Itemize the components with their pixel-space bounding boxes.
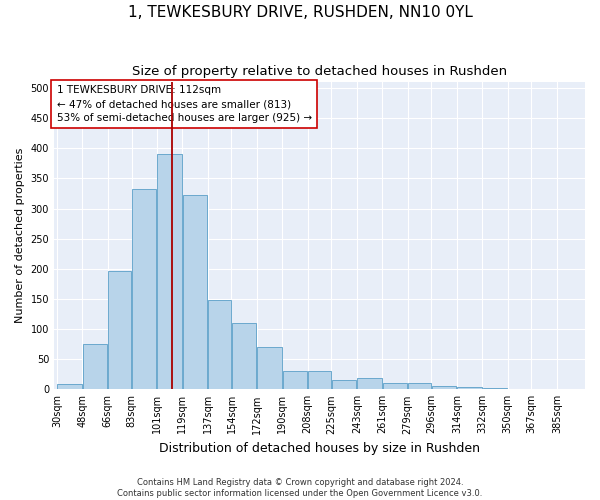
Bar xyxy=(232,323,256,390)
Bar xyxy=(432,386,457,390)
Bar xyxy=(332,380,356,390)
Bar xyxy=(383,384,407,390)
Bar xyxy=(408,384,431,390)
Bar xyxy=(132,189,157,390)
Bar xyxy=(308,371,331,390)
Bar xyxy=(457,388,482,390)
Bar xyxy=(482,388,507,390)
Text: Contains HM Land Registry data © Crown copyright and database right 2024.
Contai: Contains HM Land Registry data © Crown c… xyxy=(118,478,482,498)
Bar xyxy=(108,270,131,390)
Bar xyxy=(182,195,207,390)
Bar xyxy=(57,384,82,390)
X-axis label: Distribution of detached houses by size in Rushden: Distribution of detached houses by size … xyxy=(159,442,480,455)
Y-axis label: Number of detached properties: Number of detached properties xyxy=(15,148,25,324)
Text: 1 TEWKESBURY DRIVE: 112sqm
← 47% of detached houses are smaller (813)
53% of sem: 1 TEWKESBURY DRIVE: 112sqm ← 47% of deta… xyxy=(56,85,312,123)
Text: 1, TEWKESBURY DRIVE, RUSHDEN, NN10 0YL: 1, TEWKESBURY DRIVE, RUSHDEN, NN10 0YL xyxy=(128,5,472,20)
Bar xyxy=(83,344,107,390)
Title: Size of property relative to detached houses in Rushden: Size of property relative to detached ho… xyxy=(132,65,507,78)
Bar xyxy=(357,378,382,390)
Bar xyxy=(283,371,307,390)
Bar xyxy=(157,154,182,390)
Bar xyxy=(208,300,231,390)
Bar xyxy=(532,388,556,390)
Bar xyxy=(257,347,282,390)
Bar xyxy=(508,388,531,390)
